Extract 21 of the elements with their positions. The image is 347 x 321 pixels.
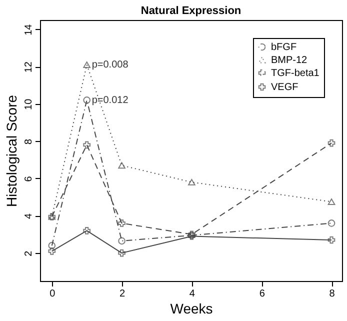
chart-title: Natural Expression [140,5,242,17]
y-tick-label: 12 [24,61,34,73]
legend-label: TGF-beta1 [271,68,320,79]
y-tick-label: 14 [24,24,34,36]
x-tick-label: 8 [329,288,336,300]
x-tick-label: 6 [259,288,266,300]
y-tick-label: 6 [24,176,34,182]
legend-label: BMP-12 [271,55,308,66]
y-tick-label: 10 [24,98,34,110]
y-tick-label: 4 [24,213,34,220]
legend-label: bFGF [271,42,297,53]
x-axis-title: Weeks [170,300,213,316]
y-axis-title: Histological Score [4,94,20,208]
legend-label: VEGF [271,82,298,93]
x-tick-label: 0 [50,288,56,300]
x-tick-label: 2 [120,288,126,300]
annotation: p=0.012 [92,95,129,106]
y-tick-label: 2 [24,250,34,256]
x-tick-label: 4 [189,288,196,300]
y-tick-label: 8 [24,138,34,144]
annotation: p=0.008 [92,60,129,71]
